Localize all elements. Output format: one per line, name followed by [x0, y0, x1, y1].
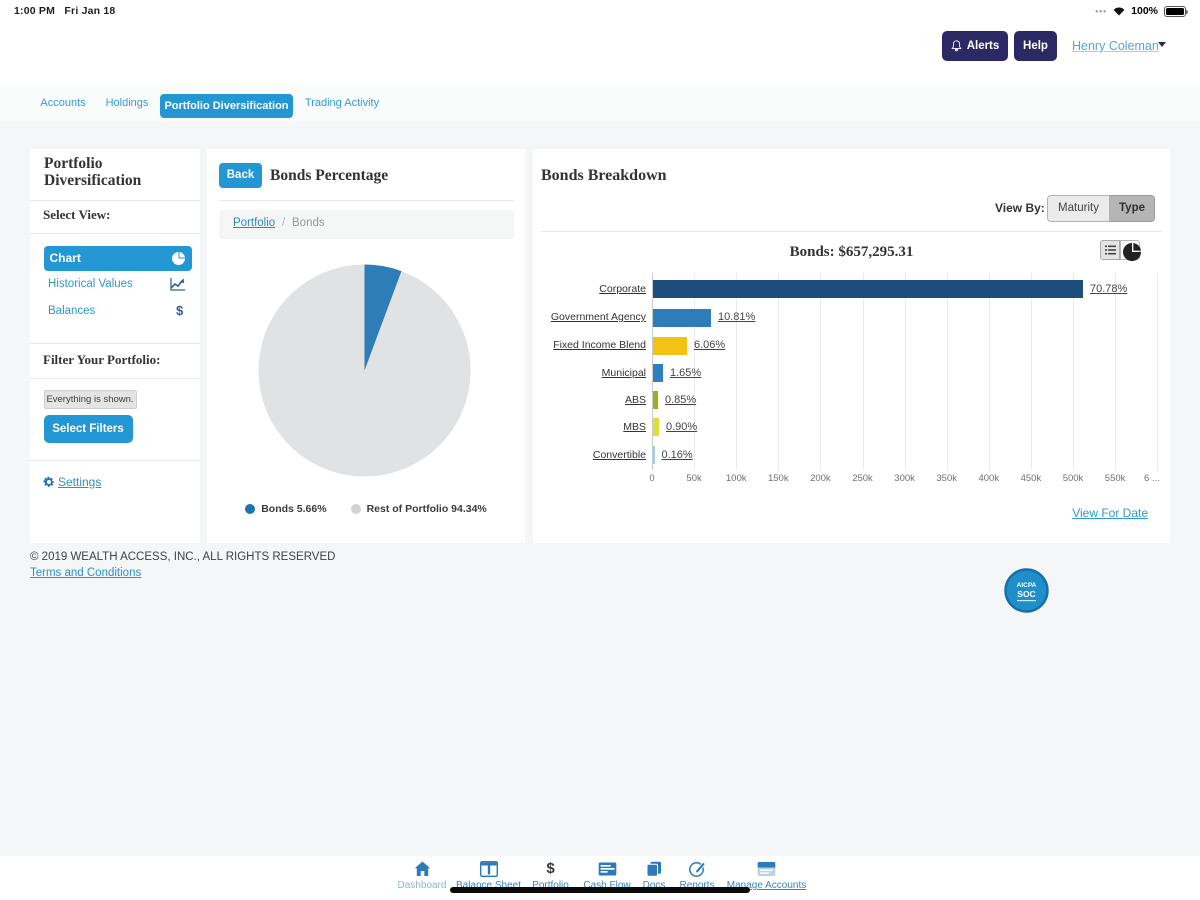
svg-text:SOC: SOC	[1017, 589, 1035, 599]
svg-text:AICPA: AICPA	[1017, 582, 1037, 589]
